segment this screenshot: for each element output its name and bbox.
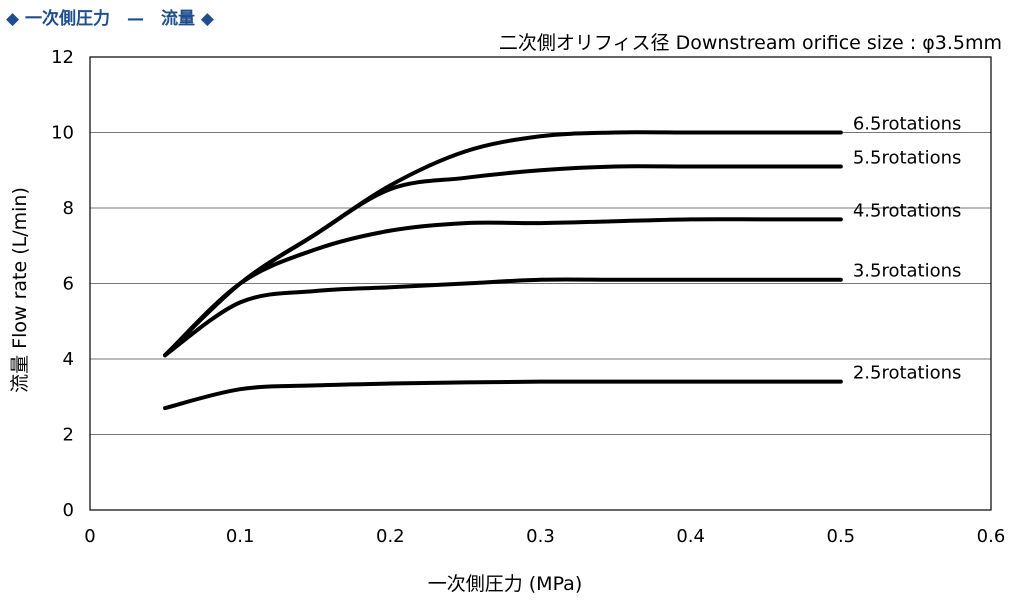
x-tick-label: 0.1 [226, 526, 255, 547]
x-axis-tick-labels: 0 0.1 0.2 0.3 0.4 0.5 0.6 [84, 526, 1005, 547]
y-axis-tick-labels: 0 2 4 6 8 10 12 [51, 47, 74, 521]
series-label: 5.5rotations [853, 147, 962, 168]
x-tick-label: 0.3 [526, 526, 555, 547]
plot-area-border [89, 56, 992, 511]
series-label: 2.5rotations [853, 363, 962, 384]
chart-header-title: ◆ 一次側圧力 — 流量 ◆ [6, 9, 214, 29]
y-tick-label: 8 [63, 198, 74, 219]
y-tick-label: 12 [51, 47, 74, 68]
series-line [163, 217, 843, 358]
y-tick-label: 2 [63, 425, 74, 446]
series-line [163, 164, 843, 358]
series-line [163, 277, 843, 358]
series-labels: 6.5rotations 5.5rotations 4.5rotations 3.5r… [853, 114, 962, 384]
series-label: 3.5rotations [853, 261, 962, 282]
gridlines [90, 132, 991, 435]
y-tick-label: 10 [51, 123, 74, 144]
x-axis-label: 一次側圧力 (MPa) [428, 573, 583, 595]
y-tick-label: 4 [63, 349, 74, 370]
series-label: 4.5rotations [853, 200, 962, 221]
series-line [163, 379, 843, 411]
y-tick-label: 0 [63, 500, 74, 521]
y-axis-label: 流量 Flow rate (L/min) [9, 187, 31, 393]
x-tick-label: 0 [84, 526, 95, 547]
x-tick-label: 0.5 [827, 526, 856, 547]
chart-subtitle: 二次側オリフィス径 Downstream orifice size : φ3.5… [498, 32, 1002, 54]
series-label: 6.5rotations [853, 114, 962, 135]
x-tick-label: 0.4 [676, 526, 705, 547]
x-tick-label: 0.2 [376, 526, 405, 547]
x-tick-label: 0.6 [977, 526, 1006, 547]
series-lines [163, 130, 843, 411]
y-tick-label: 6 [63, 274, 74, 295]
